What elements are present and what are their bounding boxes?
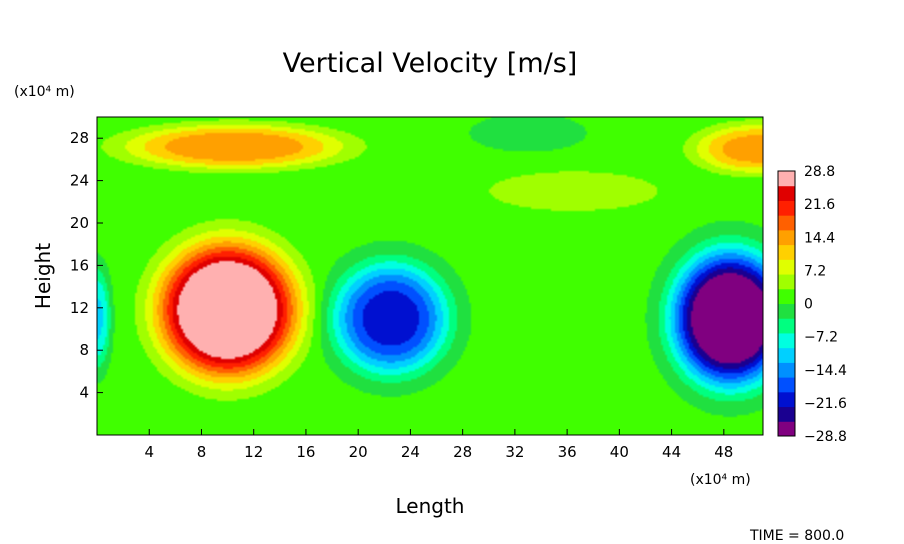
heatmap-image bbox=[97, 117, 763, 435]
x-tick-label: 40 bbox=[610, 443, 629, 461]
x-tick-label: 12 bbox=[244, 443, 263, 461]
plot-area bbox=[96, 116, 764, 436]
x-tick-label: 32 bbox=[505, 443, 524, 461]
x-axis-ticks: 4 8 12 16 20 24 28 32 36 40 44 48 bbox=[144, 429, 733, 461]
x-tick-label: 4 bbox=[144, 443, 154, 461]
x-axis-label: Length bbox=[396, 494, 465, 518]
x-tick-label: 28 bbox=[453, 443, 472, 461]
x-unit-label: (x10⁴ m) bbox=[690, 472, 751, 488]
y-unit-label: (x10⁴ m) bbox=[14, 84, 75, 100]
colorbar-swatch bbox=[778, 288, 795, 304]
colorbar-swatch bbox=[778, 347, 795, 363]
colorbar-swatch bbox=[778, 185, 795, 201]
chart-title: Vertical Velocity [m/s] bbox=[283, 48, 578, 79]
x-tick-label: 36 bbox=[558, 443, 577, 461]
colorbar-swatch bbox=[778, 391, 795, 408]
y-tick-label: 16 bbox=[70, 256, 89, 274]
colorbar-swatch bbox=[778, 229, 795, 246]
colorbar-swatch bbox=[778, 332, 795, 349]
colorbar-tick-label: −14.4 bbox=[804, 363, 847, 379]
colorbar-swatch bbox=[778, 303, 795, 319]
colorbar-swatch bbox=[778, 259, 795, 275]
colorbar-swatch bbox=[778, 377, 795, 393]
colorbar-frame bbox=[777, 170, 796, 437]
x-tick-label: 24 bbox=[401, 443, 420, 461]
y-tick-label: 24 bbox=[70, 172, 89, 190]
colorbar-swatch bbox=[778, 421, 795, 437]
colorbar-tick-label: 0 bbox=[804, 297, 813, 313]
colorbar-swatch bbox=[778, 244, 795, 260]
plot-frame bbox=[96, 116, 764, 436]
colorbar-swatch bbox=[778, 171, 795, 187]
y-tick-label: 4 bbox=[79, 384, 89, 402]
x-tick-label: 48 bbox=[714, 443, 733, 461]
x-tick-label: 16 bbox=[296, 443, 315, 461]
colorbar-swatch bbox=[778, 318, 795, 334]
colorbar-swatch bbox=[778, 200, 795, 216]
x-tick-label: 8 bbox=[197, 443, 207, 461]
y-tick-label: 28 bbox=[70, 129, 89, 147]
x-tick-label: 20 bbox=[349, 443, 368, 461]
y-tick-label: 20 bbox=[70, 214, 89, 232]
colorbar-tick-label: 21.6 bbox=[804, 197, 835, 213]
colorbar-swatch bbox=[778, 215, 795, 231]
y-axis-ticks: 4 8 12 16 20 24 28 bbox=[70, 129, 103, 402]
y-axis-label: Height bbox=[31, 243, 55, 309]
colorbar-swatch bbox=[778, 406, 795, 422]
colorbar-tick-label: 14.4 bbox=[804, 230, 835, 246]
y-tick-label: 12 bbox=[70, 299, 89, 317]
colorbar-tick-label: 7.2 bbox=[804, 263, 826, 279]
colorbar-swatch bbox=[778, 274, 795, 290]
x-tick-label: 44 bbox=[662, 443, 681, 461]
colorbar-tick-label: 28.8 bbox=[804, 164, 835, 180]
colorbar-swatch bbox=[778, 362, 795, 378]
y-tick-label: 8 bbox=[79, 341, 89, 359]
colorbar-tick-label: −28.8 bbox=[804, 429, 847, 445]
colorbar: 28.8 21.6 14.4 7.2 0 −7.2 −14.4 −21.6 −28.8 bbox=[777, 164, 847, 445]
colorbar-tick-label: −21.6 bbox=[804, 396, 847, 412]
time-label: TIME = 800.0 bbox=[749, 528, 844, 544]
colorbar-tick-label: −7.2 bbox=[804, 330, 838, 346]
